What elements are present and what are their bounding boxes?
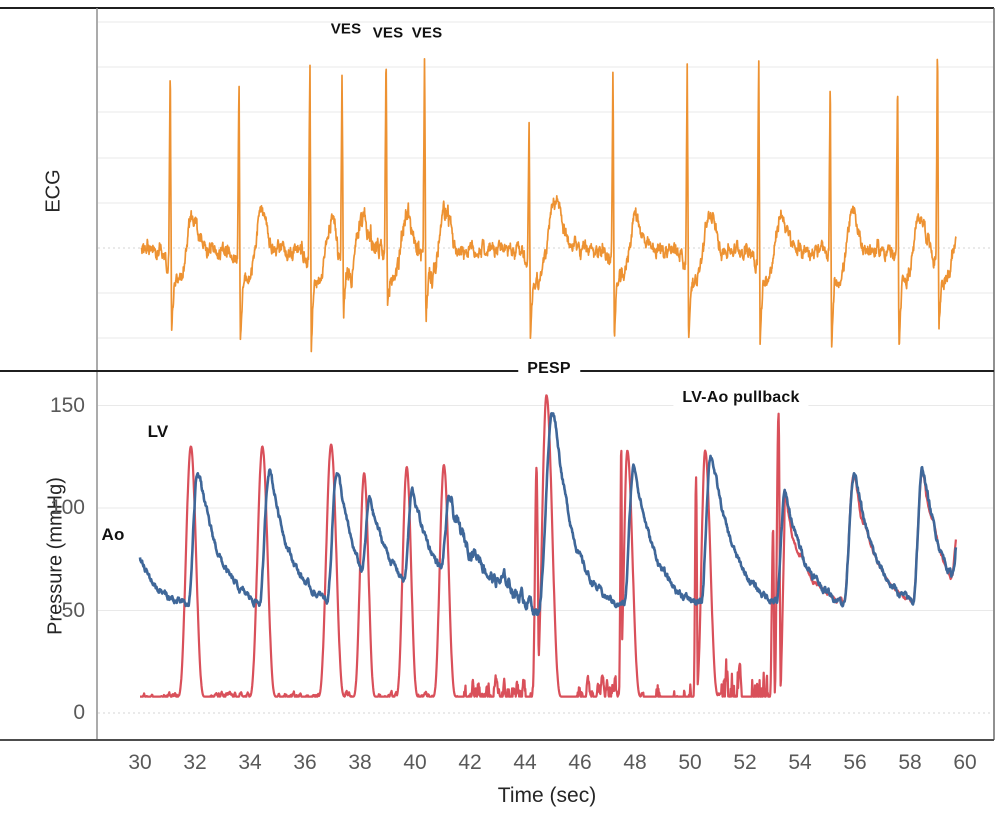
pressure-gridlines [98, 405, 993, 714]
ao-trace [138, 411, 958, 617]
ecg-gridlines [98, 21, 993, 339]
ecg-trace [140, 57, 957, 353]
